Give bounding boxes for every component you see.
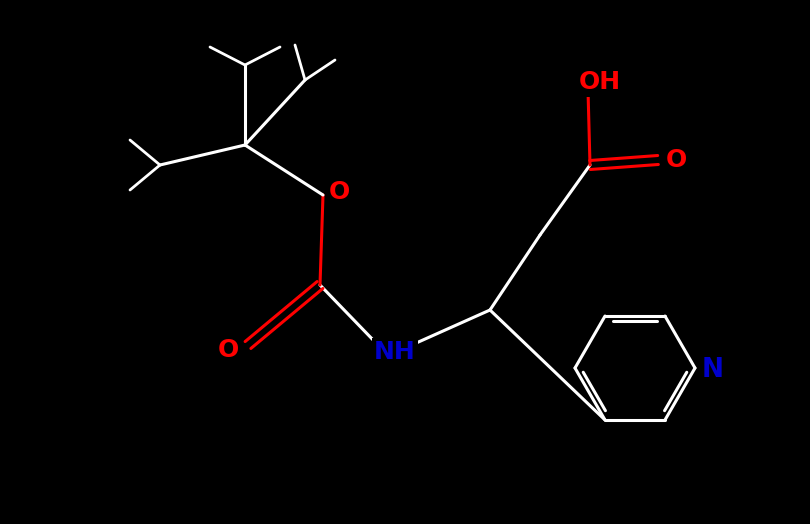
Text: O: O [217,338,239,362]
Text: NH: NH [374,340,416,364]
Text: O: O [665,148,687,172]
Text: OH: OH [579,70,621,94]
Text: O: O [328,180,350,204]
Text: N: N [702,357,724,383]
